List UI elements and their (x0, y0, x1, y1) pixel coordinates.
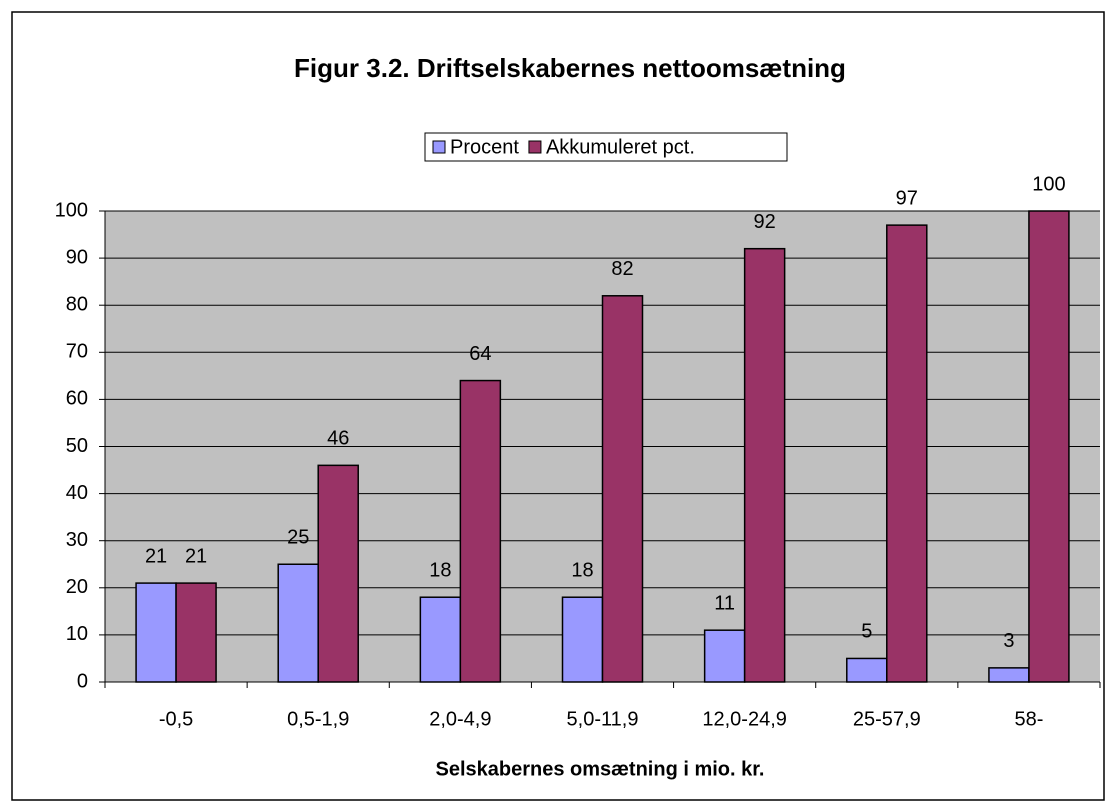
data-label: 92 (754, 211, 776, 233)
y-tick-label: 60 (66, 388, 88, 410)
x-tick-label: 5,0-11,9 (567, 708, 639, 730)
legend-label: Procent (450, 136, 519, 158)
x-tick-label: -0,5 (159, 708, 193, 730)
bar (846, 657, 888, 683)
legend-swatch (432, 140, 446, 154)
legend-swatch (528, 140, 542, 154)
data-label: 3 (1003, 630, 1014, 652)
y-tick-label: 70 (66, 341, 88, 363)
bar (988, 667, 1030, 683)
data-label: 25 (287, 527, 309, 549)
y-tick-label: 10 (66, 623, 88, 645)
y-tick-label: 100 (55, 199, 88, 221)
data-label: 46 (327, 428, 349, 450)
data-label: 64 (469, 343, 491, 365)
data-label: 100 (1032, 173, 1065, 195)
bar (886, 224, 928, 683)
y-tick-label: 50 (66, 435, 88, 457)
data-label: 97 (896, 187, 918, 209)
x-tick-label: 12,0-24,9 (702, 708, 787, 730)
bar (135, 582, 177, 683)
bar (703, 629, 746, 683)
data-label: 21 (145, 545, 167, 567)
x-tick-label: 2,0-4,9 (429, 708, 491, 730)
bar (419, 596, 462, 683)
x-axis-label: Selskabernes omsætning i mio. kr. (435, 758, 764, 780)
x-tick-label: 25-57,9 (853, 708, 921, 730)
data-label: 18 (571, 560, 593, 582)
bar (277, 563, 319, 683)
x-tick-label: 58- (1014, 708, 1043, 730)
bar (743, 247, 786, 683)
chart-title: Figur 3.2. Driftselskabernes nettoomsætn… (294, 53, 846, 83)
y-tick-label: 20 (66, 576, 88, 598)
bar (561, 596, 604, 683)
x-tick-label: 0,5-1,9 (287, 708, 349, 730)
data-label: 21 (185, 545, 207, 567)
data-label: 11 (714, 592, 735, 614)
legend-label: Akkumuleret pct. (546, 136, 695, 158)
y-tick-label: 80 (66, 293, 88, 315)
y-tick-label: 90 (66, 246, 88, 268)
legend-box (424, 132, 788, 162)
bar (601, 295, 644, 683)
data-label: 5 (861, 621, 872, 643)
bar (175, 582, 217, 683)
y-tick-label: 0 (77, 670, 88, 692)
y-tick-label: 40 (66, 482, 88, 504)
data-label: 82 (611, 258, 633, 280)
y-tick-label: 30 (66, 529, 88, 551)
bar (459, 379, 502, 683)
bar (1028, 210, 1070, 683)
bar (317, 464, 359, 683)
data-label: 18 (429, 560, 451, 582)
